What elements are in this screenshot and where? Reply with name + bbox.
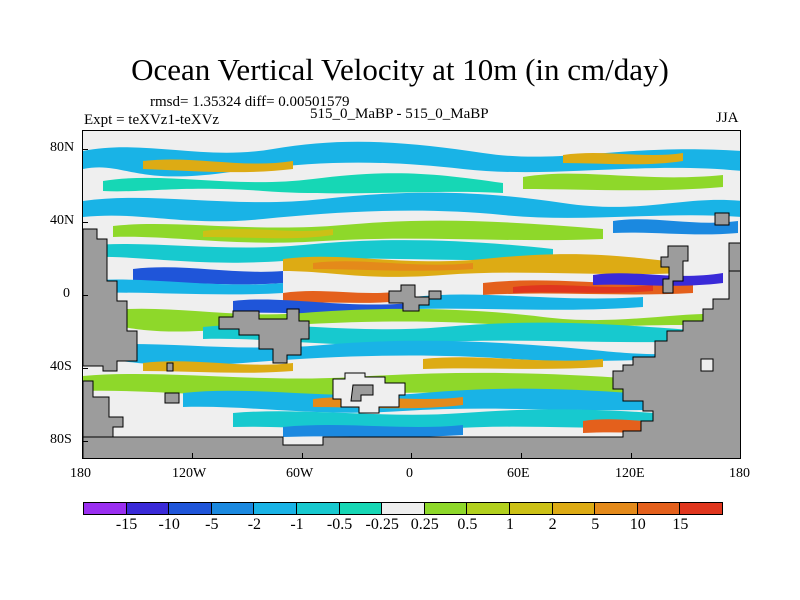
colorbar-label: -2 (247, 516, 262, 533)
field-patch (203, 322, 703, 345)
colorbar-swatch (423, 502, 468, 515)
field-patch (103, 173, 503, 194)
land-mass (660, 245, 689, 294)
lat-tick (82, 441, 88, 442)
field-patch (563, 153, 683, 165)
field-patch (523, 173, 723, 191)
colorbar-label: 10 (629, 516, 646, 533)
colorbar (83, 502, 723, 515)
field-patch (143, 159, 293, 173)
colorbar-label: -1 (290, 516, 304, 533)
colorbar-swatch (636, 502, 681, 515)
field-patch (593, 273, 723, 286)
lat-tick (82, 222, 88, 223)
field-patch (143, 361, 293, 373)
field-patch (83, 240, 553, 263)
land-mass (714, 212, 730, 226)
lon-tick (521, 453, 522, 459)
experiment-label: Expt = teXVz1-teXVz (84, 112, 220, 128)
field-patch (283, 425, 463, 437)
colorbar-swatch (83, 502, 127, 515)
colorbar-swatch (168, 502, 212, 515)
colorbar-swatch (551, 502, 596, 515)
colorbar-label: -5 (205, 516, 219, 533)
land-mass (218, 308, 310, 364)
lat-label: 80S (50, 432, 72, 447)
lat-tick (82, 295, 88, 296)
comparison-label: 515_0_MaBP - 515_0_MaBP (310, 106, 489, 122)
lon-label: 0 (406, 466, 413, 481)
land-mass (700, 358, 714, 372)
colorbar-swatch (594, 502, 638, 515)
field-patch (83, 192, 740, 222)
lon-label: 180 (70, 466, 91, 481)
colorbar-label: 1 (506, 516, 514, 533)
land-mass (83, 228, 138, 372)
field-patch (313, 261, 473, 271)
colorbar-swatch (210, 502, 255, 515)
land-mass (166, 362, 174, 372)
lat-label: 40N (50, 213, 75, 228)
colorbar-label: 0.5 (457, 516, 478, 533)
lat-tick (82, 149, 88, 150)
colorbar-label: 2 (548, 516, 557, 533)
colorbar-label: 5 (591, 516, 600, 533)
lon-label: 180 (729, 466, 750, 481)
field-patch (513, 285, 653, 293)
lon-tick (631, 453, 632, 459)
velocity-field-map (83, 131, 740, 458)
field-patch (83, 340, 740, 366)
colorbar-label: 0.25 (410, 516, 439, 533)
lat-tick (82, 368, 88, 369)
field-patch (423, 357, 603, 369)
field-patch (203, 229, 333, 239)
colorbar-label: -10 (158, 516, 180, 533)
lon-label: 120W (172, 466, 207, 481)
season-label: JJA (716, 110, 739, 126)
colorbar-swatch (508, 502, 553, 515)
lat-label: 0 (63, 286, 70, 301)
colorbar-swatch (253, 502, 297, 515)
colorbar-label: -15 (115, 516, 138, 533)
map-plot (82, 130, 741, 459)
lat-label: 40S (50, 359, 72, 374)
lon-tick (411, 453, 412, 459)
field-patch (133, 267, 283, 285)
stats-text: rmsd= 1.35324 diff= 0.00501579 (150, 94, 350, 110)
land-mass (164, 392, 180, 404)
land-mass (728, 242, 740, 272)
lon-tick (302, 453, 303, 459)
field-patch (83, 279, 283, 295)
colorbar-swatch (338, 502, 383, 515)
land-mass (350, 384, 374, 402)
colorbar-label: -0.5 (326, 516, 353, 533)
field-patch (413, 294, 643, 310)
land-mass (428, 290, 442, 300)
field-patch (613, 219, 738, 235)
colorbar-swatch (125, 502, 170, 515)
lon-tick (192, 453, 193, 459)
lat-label: 80N (50, 140, 75, 155)
lon-label: 60E (507, 466, 530, 481)
colorbar-swatch (381, 502, 425, 515)
plot-title: Ocean Vertical Velocity at 10m (in cm/da… (131, 52, 669, 87)
lon-label: 60W (286, 466, 314, 481)
field-patch (283, 254, 683, 277)
colorbar-swatch (295, 502, 340, 515)
land-mass (83, 270, 740, 458)
field-patch (283, 291, 403, 303)
colorbar-label: 15 (672, 516, 689, 533)
colorbar-swatch (466, 502, 510, 515)
colorbar-swatch (679, 502, 723, 515)
colorbar-label: -0.25 (365, 516, 399, 533)
lon-label: 120E (615, 466, 645, 481)
land-mass (388, 284, 430, 312)
